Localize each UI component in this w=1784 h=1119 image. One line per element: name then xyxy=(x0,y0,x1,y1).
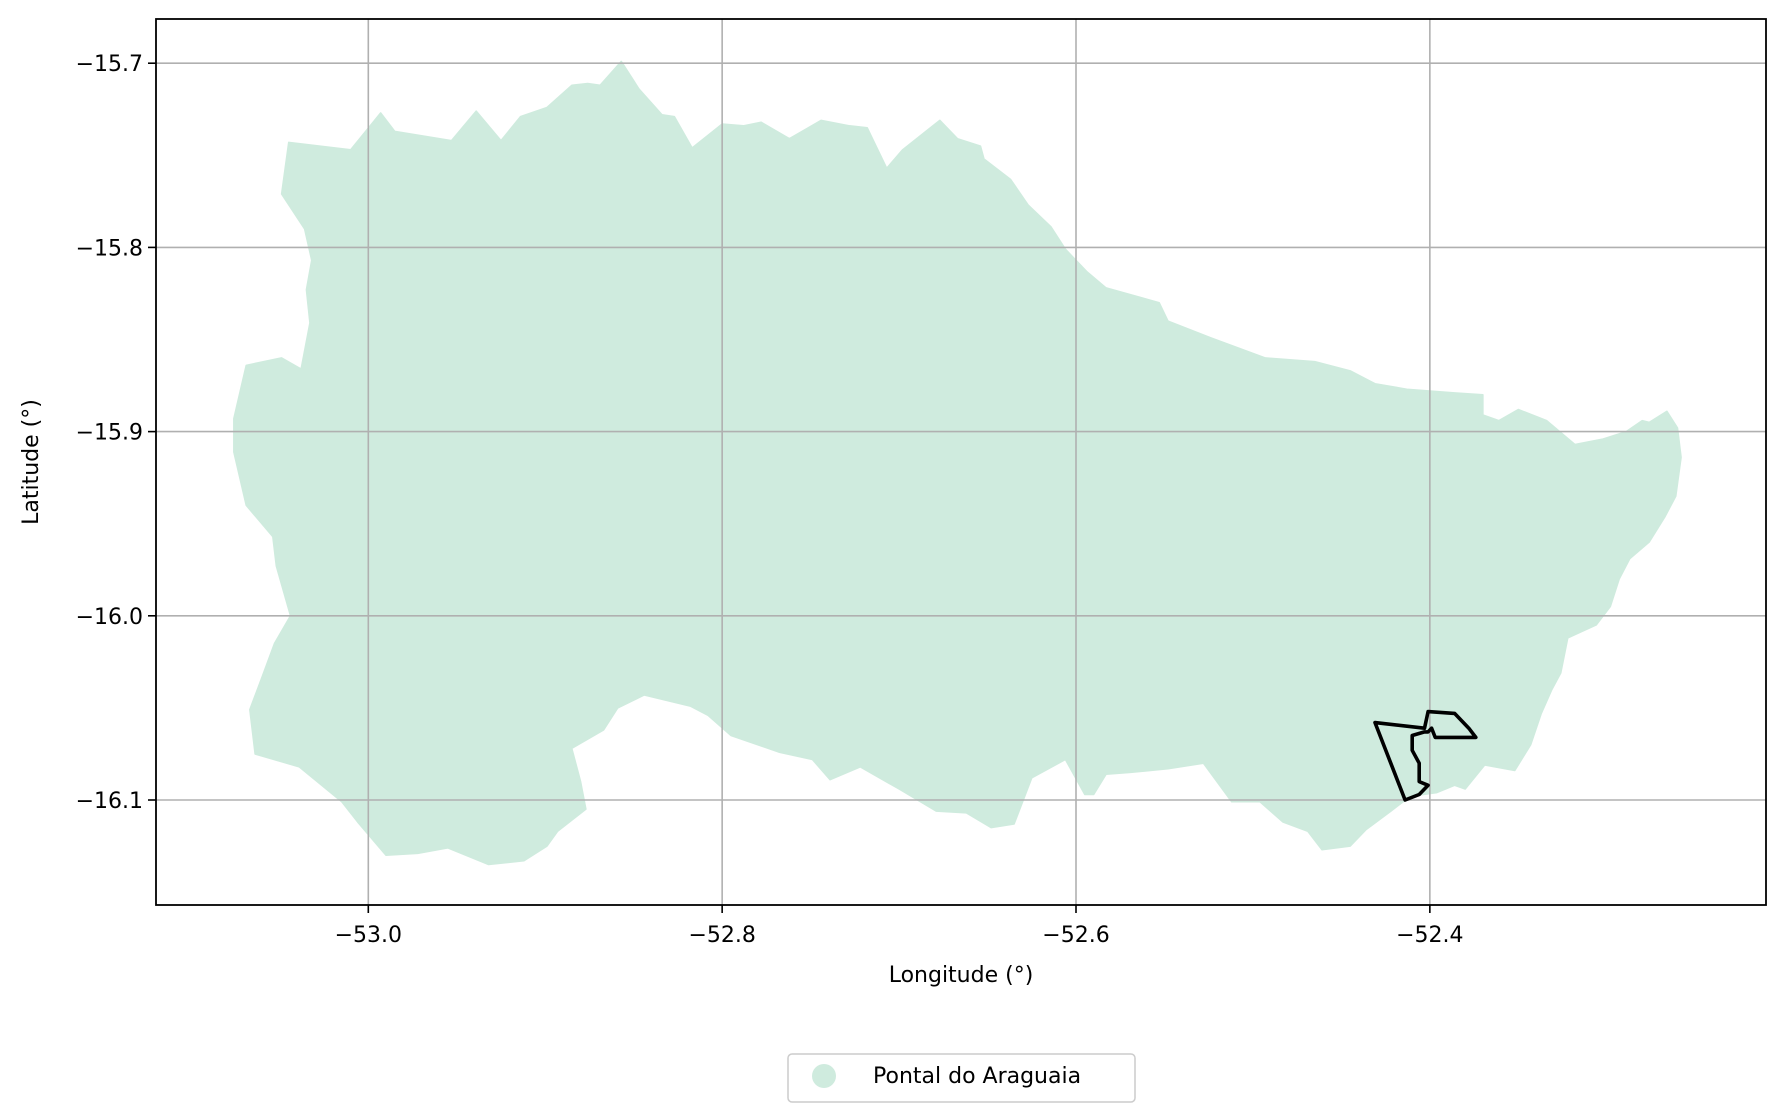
y-tick-label: −16.1 xyxy=(76,789,143,814)
highlight-layer xyxy=(1373,709,1478,802)
y-tick-label: −15.9 xyxy=(76,421,143,446)
legend-marker xyxy=(812,1064,836,1088)
legend-box xyxy=(787,1053,1136,1103)
municipality-region xyxy=(233,60,1682,866)
tick-layer: −53.0 −52.8 −52.6 −52.4 −15.7 −15.8 −15.9 −16.0… xyxy=(76,52,1464,948)
x-tick-label: −52.8 xyxy=(688,923,755,948)
highlighted-area-outline xyxy=(1373,709,1478,802)
plot-frame xyxy=(155,18,1767,906)
y-tick-label: −15.8 xyxy=(76,236,143,261)
x-tick-label: −53.0 xyxy=(335,923,402,948)
legend: Pontal do Araguaia xyxy=(787,1053,1136,1103)
region-layer xyxy=(233,60,1682,866)
legend-label: Pontal do Araguaia xyxy=(873,1064,1081,1089)
y-tick-label: −16.0 xyxy=(76,605,143,630)
x-tick-label: −52.6 xyxy=(1042,923,1109,948)
y-tick-label: −15.7 xyxy=(76,52,143,77)
x-tick-label: −52.4 xyxy=(1396,923,1463,948)
y-axis-label: Latitude (°) xyxy=(19,399,44,525)
grid-layer xyxy=(156,19,1766,905)
x-axis-label: Longitude (°) xyxy=(889,963,1034,988)
